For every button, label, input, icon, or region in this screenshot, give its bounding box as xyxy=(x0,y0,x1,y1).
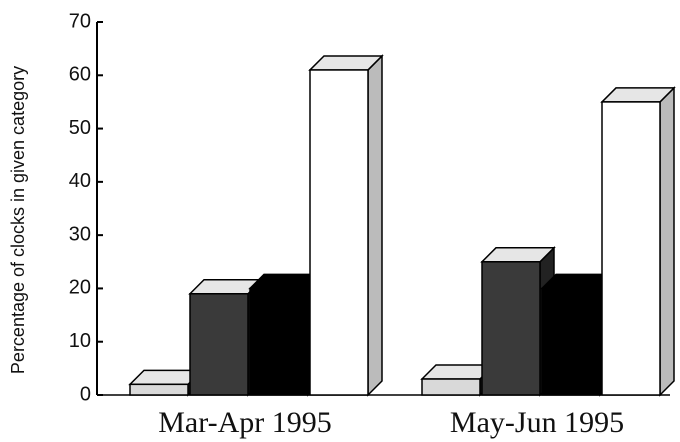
bar xyxy=(309,69,369,396)
y-tick-label: 20 xyxy=(69,277,91,299)
y-tick-label: 30 xyxy=(69,223,91,245)
bar xyxy=(481,261,541,396)
bar xyxy=(541,287,601,396)
bar xyxy=(421,378,481,396)
bar xyxy=(129,383,189,396)
y-axis-label: Percentage of clocks in given category xyxy=(8,66,28,374)
x-tick-label: May-Jun 1995 xyxy=(450,406,624,439)
bar-side xyxy=(659,86,675,397)
bar xyxy=(249,287,309,396)
y-tick-label: 70 xyxy=(69,10,91,32)
y-tick-label: 40 xyxy=(69,170,91,192)
x-tick-label: Mar-Apr 1995 xyxy=(158,406,332,439)
bar-side xyxy=(367,54,383,397)
y-tick-label: 0 xyxy=(80,383,91,405)
y-tick-label: 50 xyxy=(69,117,91,139)
bar xyxy=(189,293,249,396)
y-tick-label: 60 xyxy=(69,64,91,86)
y-tick-label: 10 xyxy=(69,330,91,352)
bar xyxy=(601,101,661,396)
